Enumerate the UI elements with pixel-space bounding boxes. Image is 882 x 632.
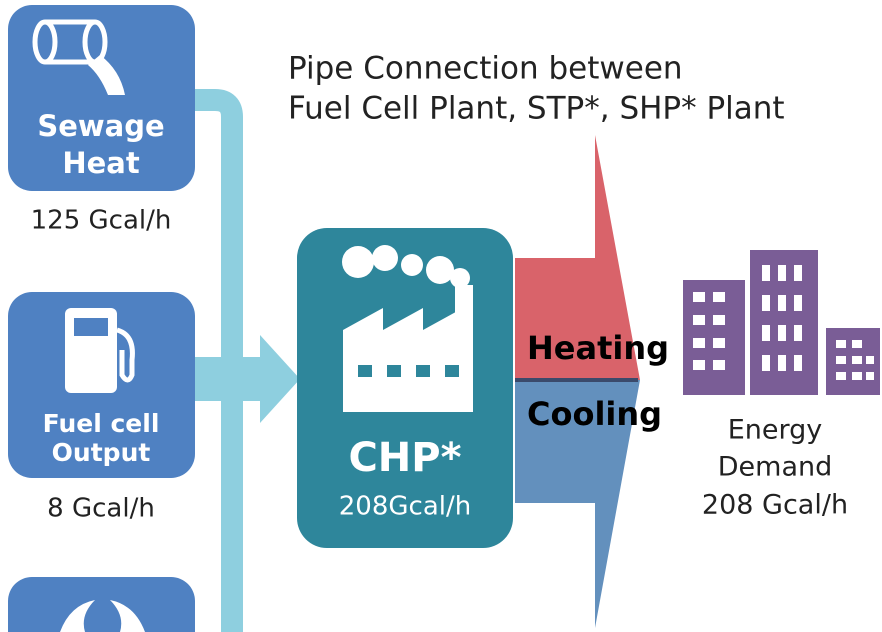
third-icon [60, 600, 145, 632]
third-source-box [8, 577, 195, 632]
cooling-label: Cooling [527, 395, 662, 433]
sewage-icon [32, 19, 108, 65]
cooling-arrow [515, 380, 640, 628]
pipe-arrow [260, 335, 300, 423]
source-value: 125 Gcal/h [31, 206, 172, 236]
demand-value: 208 Gcal/h [702, 490, 848, 521]
heating-arrow [515, 135, 640, 380]
demand-text: Demand [718, 452, 833, 483]
factory-windows [358, 365, 459, 377]
fuel-icon [65, 308, 135, 393]
sewage-flow [88, 55, 125, 95]
buildings-icon [683, 250, 880, 395]
title: Pipe Connection between [288, 51, 683, 87]
chp-label: CHP* [348, 435, 461, 481]
heating-label: Heating [527, 329, 669, 367]
source-label: Output [52, 438, 151, 467]
source-label: Sewage [37, 109, 164, 143]
demand-text: Energy [728, 415, 823, 446]
factory-icon [342, 245, 473, 412]
building-windows [693, 265, 874, 380]
source-label: Fuel cell [43, 409, 160, 438]
pipe-branch [190, 357, 265, 401]
source-label: Heat [62, 146, 140, 180]
chp-value: 208Gcal/h [339, 492, 471, 522]
pipe [190, 89, 243, 632]
source-value: 8 Gcal/h [47, 494, 155, 524]
title: Fuel Cell Plant, STP*, SHP* Plant [288, 91, 785, 127]
